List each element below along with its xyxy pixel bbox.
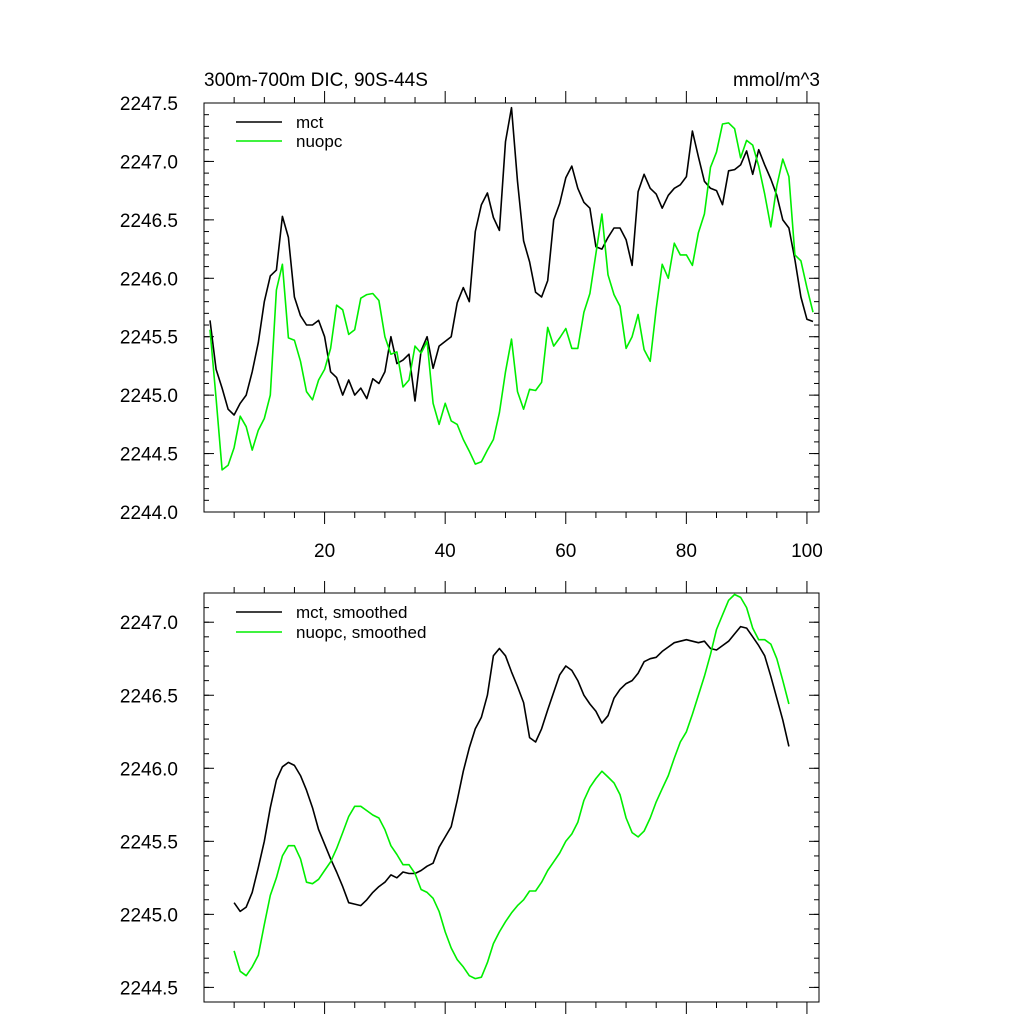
units-label: mmol/m^3 <box>733 70 820 91</box>
top-series-lines <box>209 106 814 471</box>
legend-label-nuopc-smoothed: nuopc, smoothed <box>296 623 426 642</box>
chart-title: 300m-700m DIC, 90S-44S <box>204 70 428 91</box>
top-x-tick-label: 100 <box>791 541 823 562</box>
top-y-tick-label: 2246.5 <box>120 211 178 232</box>
top-x-tick-label: 80 <box>676 541 697 562</box>
top-panel: 300m-700m DIC, 90S-44S mmol/m^3 2244.022… <box>120 70 823 562</box>
legend-label-mct-smoothed: mct, smoothed <box>296 603 408 622</box>
bottom-series-lines <box>233 593 790 980</box>
top-x-tick-label: 40 <box>435 541 456 562</box>
top-y-tick-label: 2244.0 <box>120 503 178 524</box>
top-x-tick-labels: 20 40 60 80 100 <box>314 541 823 562</box>
top-x-tick-label: 20 <box>314 541 335 562</box>
top-x-tick-label: 60 <box>555 541 576 562</box>
bottom-axis-ticks <box>204 581 819 1014</box>
bottom-y-tick-label: 2244.5 <box>120 978 178 999</box>
top-y-tick-label: 2247.0 <box>120 152 178 173</box>
top-y-tick-label: 2244.5 <box>120 445 178 466</box>
legend-label-mct: mct <box>296 113 324 132</box>
bottom-legend: mct, smoothed nuopc, smoothed <box>236 603 426 642</box>
series-line-mct <box>209 106 814 416</box>
bottom-y-tick-label: 2245.5 <box>120 832 178 853</box>
top-y-tick-label: 2245.5 <box>120 328 178 349</box>
series-line-nuopc-smoothed <box>233 593 790 980</box>
bottom-y-tick-label: 2246.0 <box>120 759 178 780</box>
legend-label-nuopc: nuopc <box>296 132 343 151</box>
series-line-mct-smoothed <box>233 625 790 913</box>
bottom-y-tick-label: 2247.0 <box>120 613 178 634</box>
series-line-nuopc <box>209 122 814 471</box>
bottom-panel: 2244.5 2245.0 2245.5 2246.0 2246.5 2247.0 mct… <box>120 581 820 1014</box>
top-y-tick-label: 2247.5 <box>120 94 178 115</box>
bottom-y-tick-label: 2246.5 <box>120 686 178 707</box>
top-y-tick-label: 2246.0 <box>120 269 178 290</box>
bottom-y-tick-labels: 2244.5 2245.0 2245.5 2246.0 2246.5 2247.0 <box>120 613 178 999</box>
top-legend: mct nuopc <box>236 113 343 151</box>
top-plot-frame <box>203 102 820 513</box>
bottom-y-tick-label: 2245.0 <box>120 905 178 926</box>
top-axis-ticks <box>204 91 819 524</box>
top-y-tick-label: 2245.0 <box>120 386 178 407</box>
top-y-tick-labels: 2244.0 2244.5 2245.0 2245.5 2246.0 2246.5 2247… <box>120 94 178 524</box>
